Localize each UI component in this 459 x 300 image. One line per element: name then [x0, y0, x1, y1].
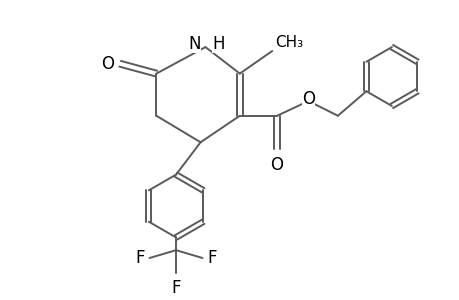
Text: H: H	[212, 35, 224, 53]
Text: N: N	[188, 35, 200, 53]
Text: F: F	[207, 249, 217, 267]
Text: O: O	[270, 156, 283, 174]
Text: O: O	[101, 55, 114, 73]
Text: F: F	[171, 279, 180, 297]
Text: O: O	[301, 90, 314, 108]
Text: CH₃: CH₃	[274, 35, 302, 50]
Text: F: F	[135, 249, 144, 267]
